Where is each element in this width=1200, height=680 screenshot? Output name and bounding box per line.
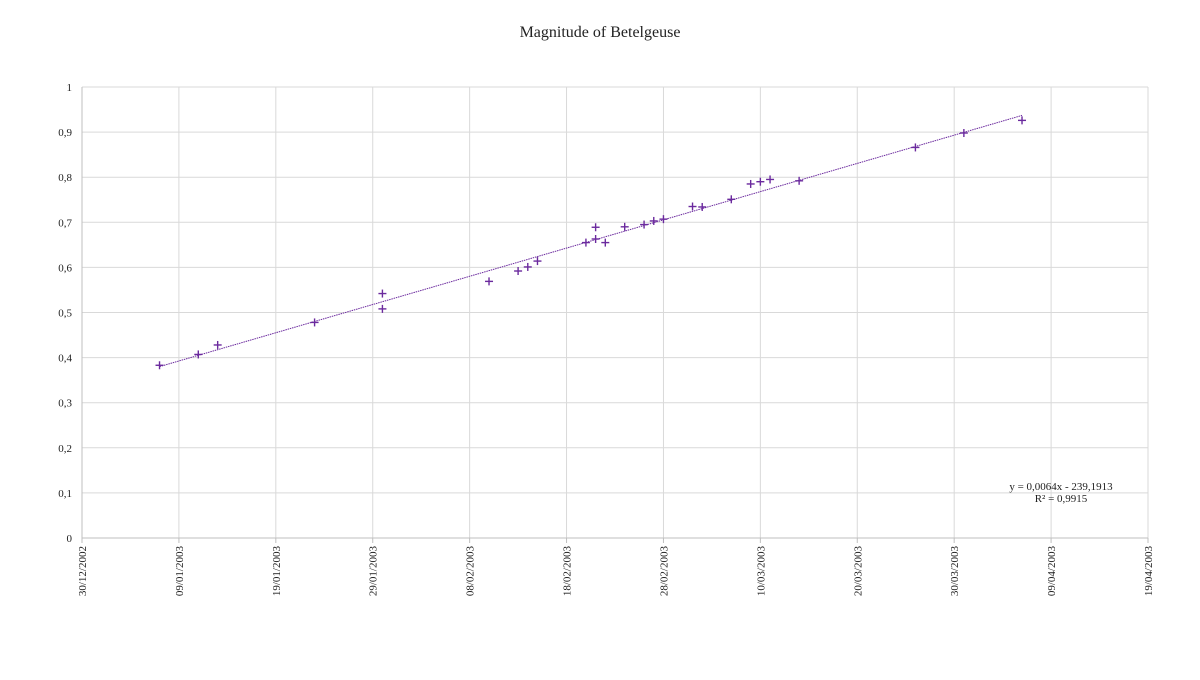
- y-tick-label: 0,2: [58, 443, 72, 455]
- y-tick-label: 0,9: [58, 127, 72, 139]
- data-point: [591, 223, 600, 232]
- data-point: [698, 202, 707, 211]
- data-point: [591, 234, 600, 243]
- trendline-r-squared: R² = 0,9915: [1035, 493, 1088, 505]
- y-tick-label: 0,3: [58, 398, 72, 410]
- data-point: [659, 215, 668, 224]
- y-tick-label: 0: [67, 533, 73, 545]
- y-tick-label: 0,4: [58, 353, 72, 365]
- x-tick-label: 19/01/2003: [271, 546, 283, 597]
- gridlines: [82, 86, 1149, 538]
- data-point: [378, 304, 387, 313]
- trendline-label: y = 0,0064x - 239,1913 R² = 0,9915: [1009, 481, 1113, 505]
- x-tick-label: 09/04/2003: [1046, 546, 1058, 597]
- data-point: [155, 361, 164, 370]
- x-tick-label: 28/02/2003: [658, 546, 670, 597]
- y-tick-label: 0,8: [58, 172, 72, 184]
- data-point: [533, 257, 542, 266]
- data-point: [795, 176, 804, 185]
- x-tick-label: 20/03/2003: [852, 546, 864, 597]
- x-tick-label: 29/01/2003: [368, 546, 380, 597]
- y-tick-label: 0,5: [58, 308, 72, 320]
- x-tick-label: 30/03/2003: [949, 546, 961, 597]
- chart-title: Magnitude of Betelgeuse: [519, 24, 681, 41]
- x-tick-label: 10/03/2003: [755, 546, 767, 597]
- data-point: [959, 129, 968, 138]
- data-points: [155, 116, 1027, 370]
- y-tick-label: 0,7: [58, 217, 72, 229]
- x-tick-label: 09/01/2003: [174, 546, 186, 597]
- trendline-equation: y = 0,0064x - 239,1913: [1009, 481, 1113, 493]
- x-tick-label: 08/02/2003: [465, 546, 477, 597]
- data-point: [620, 222, 629, 231]
- data-point: [911, 143, 920, 152]
- data-point: [310, 318, 319, 327]
- y-tick-label: 1: [67, 82, 73, 94]
- x-tick-label: 18/02/2003: [562, 546, 574, 597]
- data-point: [640, 220, 649, 229]
- data-point: [213, 340, 222, 349]
- data-point: [523, 262, 532, 271]
- data-point: [601, 238, 610, 247]
- data-point: [756, 177, 765, 186]
- y-tick-labels: 0 0,1 0,2 0,3 0,4 0,5 0,6 0,7 0,8 0,9 1: [58, 82, 72, 545]
- y-tick-label: 0,1: [58, 488, 72, 500]
- data-point: [378, 289, 387, 298]
- trendline-group: [159, 114, 1023, 368]
- data-point: [1018, 116, 1027, 125]
- y-tick-label: 0,6: [58, 262, 72, 274]
- data-point: [746, 179, 755, 188]
- data-point: [688, 202, 697, 211]
- data-point: [649, 216, 658, 225]
- data-point: [194, 350, 203, 359]
- data-point: [581, 238, 590, 247]
- x-tick-label: 30/12/2002: [77, 546, 89, 596]
- axes: [81, 87, 1149, 543]
- x-tick-labels: 30/12/2002 09/01/2003 19/01/2003 29/01/2003…: [77, 546, 1155, 597]
- data-point: [766, 175, 775, 184]
- data-point: [485, 277, 494, 286]
- x-tick-label: 19/04/2003: [1143, 546, 1155, 597]
- data-point: [514, 267, 523, 276]
- trendline: [159, 114, 1023, 368]
- data-point: [727, 195, 736, 204]
